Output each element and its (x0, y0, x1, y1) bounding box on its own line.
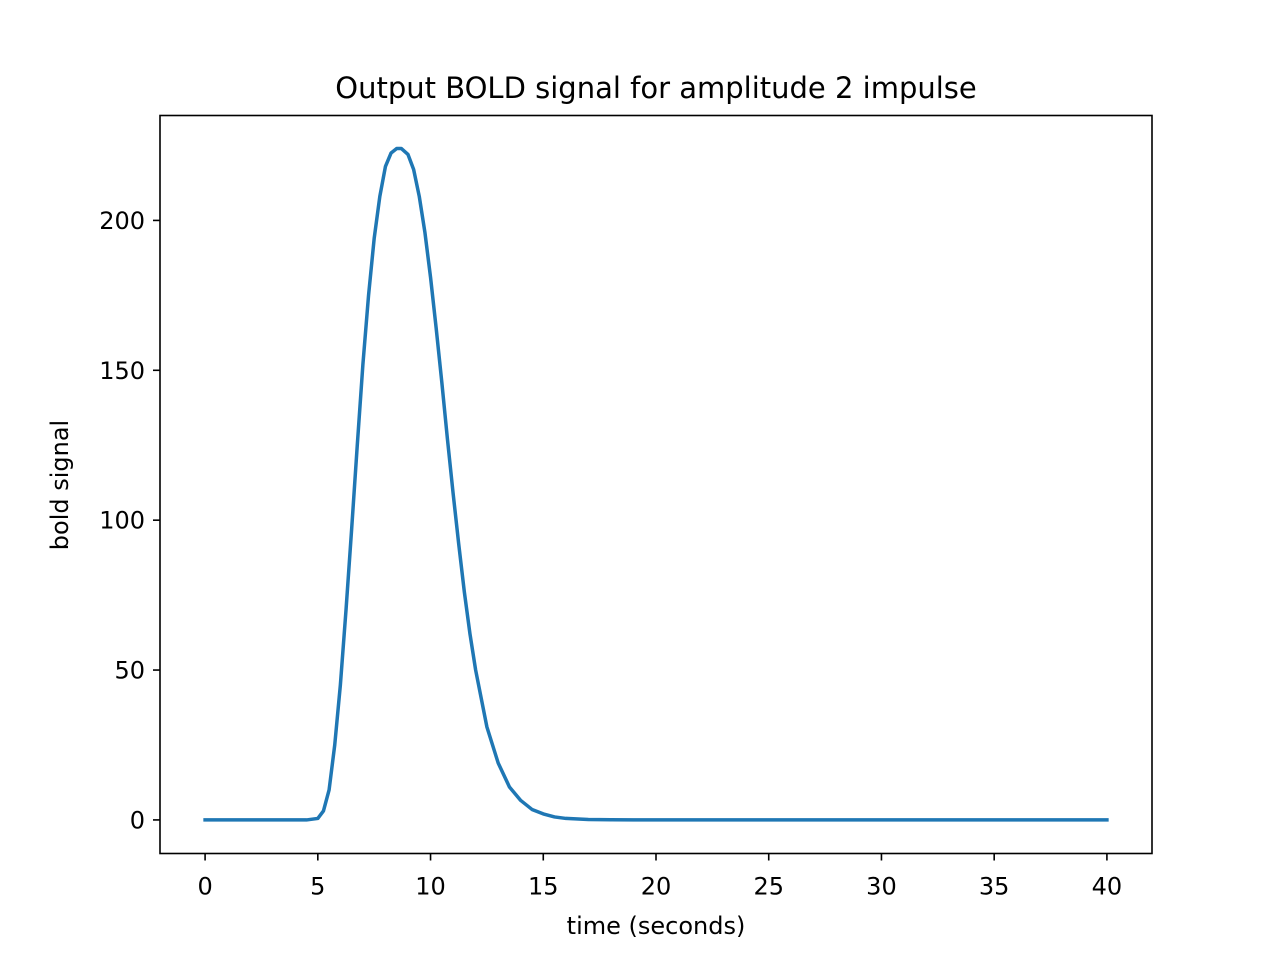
x-tick-label: 30 (866, 873, 897, 901)
y-tick-label: 150 (99, 357, 145, 385)
x-tick-label: 40 (1092, 873, 1123, 901)
series-layer (203, 146, 1109, 822)
y-tick-label: 200 (99, 207, 145, 235)
x-tick-label: 35 (979, 873, 1010, 901)
x-tick-label: 5 (310, 873, 325, 901)
y-tick-label: 100 (99, 507, 145, 535)
y-axis-ticks: 0 50 100 150 200 (99, 207, 160, 834)
series-line (203, 146, 1109, 822)
chart-title: Output BOLD signal for amplitude 2 impul… (335, 71, 977, 105)
y-tick-label: 0 (130, 806, 145, 834)
y-axis-label: bold signal (46, 420, 74, 550)
x-tick-label: 20 (641, 873, 672, 901)
x-axis-ticks: 0 5 10 15 20 25 30 35 40 (197, 853, 1123, 901)
x-axis-label: time (seconds) (567, 912, 746, 940)
y-tick-label: 50 (114, 657, 145, 685)
x-tick-label: 0 (197, 873, 212, 901)
x-tick-label: 10 (415, 873, 446, 901)
x-tick-label: 15 (528, 873, 559, 901)
x-tick-label: 25 (753, 873, 784, 901)
